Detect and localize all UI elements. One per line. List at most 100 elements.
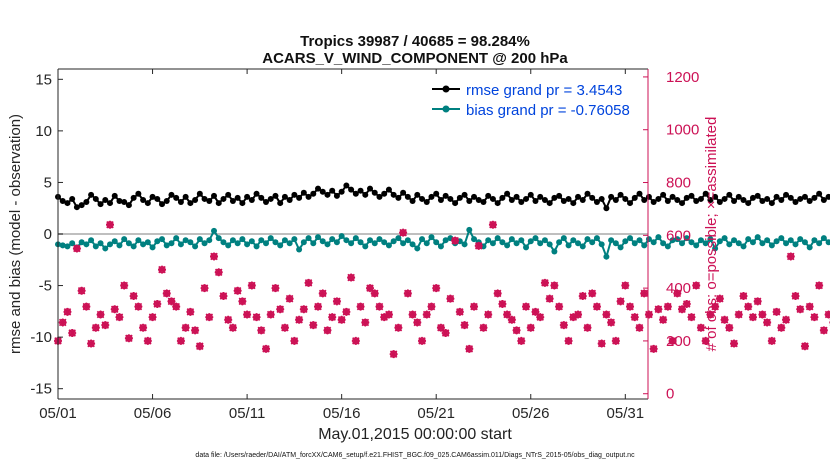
bias-point (423, 240, 430, 247)
obs-assimilated-marker (356, 302, 365, 311)
obs-assimilated-marker (148, 313, 157, 322)
obs-assimilated-marker (739, 292, 748, 301)
rmse-point (286, 196, 293, 203)
bias-point (263, 240, 270, 247)
rmse-point (140, 196, 147, 203)
y2-tick-label: 1200 (666, 69, 699, 86)
rmse-point (116, 198, 123, 204)
bias-point (258, 237, 265, 244)
bias-point (352, 235, 359, 242)
obs-assimilated-marker (77, 286, 86, 295)
bias-point (669, 237, 676, 244)
obs-assimilated-marker (526, 323, 535, 332)
obs-assimilated-marker (659, 315, 668, 324)
bias-point (820, 235, 827, 242)
y-tick-label: -15 (30, 381, 52, 398)
bias-point (797, 236, 804, 243)
bias-point (513, 240, 520, 247)
obs-assimilated-marker (592, 302, 601, 311)
rmse-point (556, 192, 563, 199)
rmse-point (97, 201, 104, 208)
y-tick-label: 0 (44, 226, 52, 243)
rmse-point (825, 193, 830, 200)
obs-assimilated-marker (640, 289, 649, 298)
bias-point (362, 243, 369, 250)
bias-point (778, 235, 785, 242)
y-tick-label: 10 (35, 123, 52, 140)
obs-assimilated-marker (96, 310, 105, 319)
rmse-point (423, 199, 430, 206)
bias-point (196, 236, 203, 243)
bias-point (560, 235, 567, 242)
obs-assimilated-marker (347, 273, 356, 282)
rmse-point (565, 195, 572, 202)
rmse-point (211, 192, 218, 199)
bias-point (371, 240, 378, 247)
obs-assimilated-marker (143, 336, 152, 345)
bias-point (225, 242, 232, 249)
rmse-point (764, 195, 771, 202)
obs-assimilated-marker (134, 302, 143, 311)
y-tick-label: 5 (44, 174, 52, 191)
rmse-point (442, 192, 449, 199)
bias-point (381, 239, 388, 246)
obs-assimilated-marker (384, 310, 393, 319)
obs-assimilated-marker (545, 294, 554, 303)
rmse-point (513, 193, 520, 200)
rmse-point (206, 198, 213, 204)
obs-assimilated-marker (772, 307, 781, 316)
rmse-point (759, 198, 766, 204)
obs-assimilated-marker (673, 289, 682, 298)
obs-assimilated-marker (285, 294, 294, 303)
rmse-point (135, 190, 142, 197)
rmse-point (560, 198, 567, 204)
rmse-point (168, 191, 175, 198)
bias-point (764, 237, 771, 244)
obs-assimilated-marker (243, 310, 252, 319)
rmse-point (324, 191, 331, 198)
obs-assimilated-marker (564, 336, 573, 345)
y-axis-label: rmse and bias (model - observation) (7, 114, 24, 354)
rmse-point (523, 195, 530, 202)
obs-assimilated-marker (186, 307, 195, 316)
legend-rmse-marker (442, 85, 450, 93)
rmse-point (272, 192, 279, 199)
obs-assimilated-marker (744, 302, 753, 311)
obs-assimilated-marker (295, 315, 304, 324)
rmse-point (144, 200, 151, 207)
bias-point (650, 239, 657, 246)
obs-assimilated-marker (540, 278, 549, 287)
obs-assimilated-marker (763, 318, 772, 327)
obs-assimilated-marker (574, 310, 583, 319)
bias-point (608, 237, 615, 244)
bias-point (721, 235, 728, 242)
rmse-point (196, 190, 203, 197)
rmse-point (707, 196, 714, 203)
obs-assimilated-marker (649, 344, 658, 353)
rmse-point (584, 190, 591, 197)
obs-assimilated-marker (498, 299, 507, 308)
obs-assimilated-marker (536, 313, 545, 322)
rmse-point (480, 199, 487, 206)
rmse-point (820, 196, 827, 203)
bias-point (428, 234, 435, 241)
bias-point (716, 238, 723, 245)
rmse-point (593, 199, 600, 206)
rmse-point (121, 199, 128, 206)
rmse-point (622, 195, 629, 202)
obs-assimilated-marker (181, 323, 190, 332)
rmse-point (768, 200, 775, 207)
obs-assimilated-marker (271, 284, 280, 293)
obs-assimilated-marker (167, 297, 176, 306)
rmse-point (527, 191, 534, 198)
bias-point (92, 243, 99, 250)
obs-assimilated-marker (82, 302, 91, 311)
rmse-point (693, 198, 700, 204)
rmse-point (414, 191, 421, 198)
bias-point (409, 241, 416, 248)
obs-assimilated-marker (370, 289, 379, 298)
rmse-point (499, 194, 506, 201)
obs-assimilated-marker (611, 336, 620, 345)
rmse-point (735, 193, 742, 200)
bias-point (395, 235, 402, 242)
